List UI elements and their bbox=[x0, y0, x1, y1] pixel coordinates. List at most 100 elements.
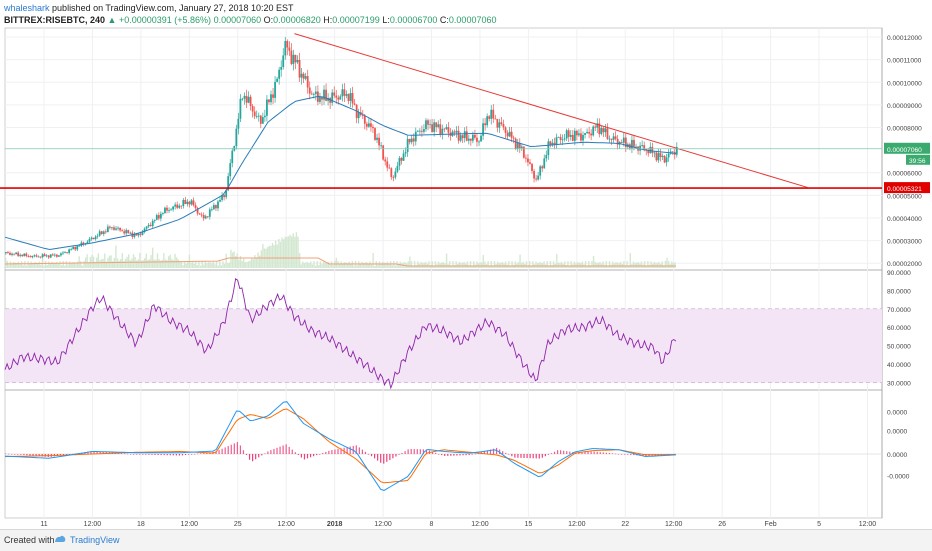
volume-bar bbox=[640, 261, 643, 268]
macd-histogram-bar bbox=[434, 452, 437, 454]
volume-bar bbox=[75, 263, 77, 268]
volume-bar bbox=[643, 261, 646, 268]
candle-body bbox=[343, 89, 346, 96]
macd-histogram-bar bbox=[358, 447, 360, 454]
candle-body bbox=[610, 138, 613, 140]
volume-bar bbox=[20, 261, 23, 268]
macd-histogram-bar bbox=[459, 454, 461, 456]
volume-bar bbox=[482, 255, 485, 268]
volume-bar bbox=[453, 265, 456, 268]
volume-bar bbox=[362, 262, 365, 268]
macd-histogram-bar bbox=[364, 451, 367, 454]
candle-body bbox=[43, 254, 46, 257]
volume-bar bbox=[24, 261, 26, 268]
volume-bar bbox=[546, 261, 548, 268]
chart-area[interactable]: 11 12:00 18 12:00 25 12:00 2018 12:00 8 12:00 15 12… bbox=[0, 0, 932, 530]
volume-bar bbox=[599, 261, 601, 268]
candle-body bbox=[486, 116, 489, 126]
candle-body bbox=[221, 195, 223, 200]
volume-bar bbox=[14, 262, 16, 268]
candle-body bbox=[590, 133, 593, 136]
candle-body bbox=[245, 95, 248, 103]
candle-body bbox=[559, 136, 562, 140]
volume-bar bbox=[220, 265, 223, 268]
candle-body bbox=[259, 115, 262, 124]
volume-bar bbox=[596, 262, 598, 268]
volume-bar bbox=[60, 265, 63, 268]
price-axis-label: 0.00011000 bbox=[887, 58, 922, 65]
candle-body bbox=[357, 112, 360, 119]
macd-histogram-bar bbox=[181, 454, 184, 456]
candle-body bbox=[237, 118, 240, 129]
candle-body bbox=[443, 128, 446, 130]
volume-bar bbox=[409, 256, 411, 268]
candle-body bbox=[543, 158, 546, 169]
volume-bar bbox=[207, 262, 210, 268]
candle-body bbox=[651, 146, 654, 154]
close-label: C: bbox=[439, 15, 449, 25]
price-axis-label: 0.00006000 bbox=[887, 171, 922, 178]
volume-bar bbox=[383, 262, 385, 268]
candle-body bbox=[386, 161, 389, 168]
volume-bar bbox=[161, 259, 163, 268]
volume-bar bbox=[417, 261, 419, 268]
macd-histogram-bar bbox=[136, 454, 138, 455]
macd-histogram-bar bbox=[62, 454, 65, 456]
volume-bar bbox=[413, 261, 416, 268]
volume-bar bbox=[52, 262, 55, 268]
volume-bar bbox=[132, 254, 135, 268]
time-axis-label: 12:00 bbox=[374, 521, 392, 528]
volume-bar bbox=[59, 261, 61, 268]
volume-bar bbox=[469, 261, 472, 268]
time-axis-label: 12:00 bbox=[84, 521, 102, 528]
candle-body bbox=[616, 138, 619, 145]
volume-bar bbox=[195, 261, 197, 268]
volume-bar bbox=[671, 261, 673, 268]
candle-body bbox=[157, 215, 160, 219]
candle-body bbox=[461, 135, 464, 139]
macd-histogram-bar bbox=[556, 450, 559, 454]
time-axis-label: Feb bbox=[765, 521, 777, 528]
macd-histogram-bar bbox=[319, 454, 321, 455]
volume-bar bbox=[108, 255, 111, 268]
volume-bar bbox=[350, 264, 352, 268]
candle-body bbox=[312, 94, 315, 95]
volume-bar bbox=[616, 262, 619, 268]
price-axis-label: 0.00005000 bbox=[887, 193, 922, 200]
volume-bar bbox=[306, 262, 309, 268]
candle-body bbox=[119, 227, 121, 231]
volume-bar bbox=[568, 265, 571, 268]
volume-bar bbox=[116, 258, 119, 268]
candle-body bbox=[384, 159, 387, 162]
candle-body bbox=[255, 116, 258, 117]
time-axis-label: 5 bbox=[817, 521, 821, 528]
volume-bar bbox=[22, 265, 24, 268]
symbol-name[interactable]: BITTREX:RISEBTC, 240 bbox=[4, 15, 106, 25]
candle-body bbox=[331, 92, 334, 103]
volume-bar bbox=[493, 261, 496, 268]
tradingview-brand-link[interactable]: TradingView bbox=[70, 535, 120, 545]
volume-bar bbox=[567, 261, 569, 268]
candle-body bbox=[104, 231, 107, 233]
volume-bar bbox=[532, 261, 534, 268]
macd-histogram-bar bbox=[331, 450, 333, 454]
volume-bar bbox=[519, 254, 521, 268]
volume-bar bbox=[391, 265, 393, 268]
candle-body bbox=[94, 236, 97, 240]
macd-histogram-bar bbox=[349, 446, 351, 454]
volume-bar bbox=[238, 259, 240, 268]
candle-body bbox=[321, 96, 323, 100]
volume-bar bbox=[303, 263, 306, 268]
candle-body bbox=[314, 91, 317, 95]
time-axis-label: 12:00 bbox=[859, 521, 877, 528]
current-price-label: 0.00007060 bbox=[887, 147, 922, 154]
macd-histogram-bar bbox=[630, 454, 632, 455]
candle-body bbox=[508, 131, 511, 137]
tradingview-logo-icon[interactable] bbox=[54, 534, 66, 544]
author-link[interactable]: whaleshark bbox=[4, 3, 50, 13]
candle-body bbox=[182, 199, 185, 207]
macd-histogram-bar bbox=[29, 454, 31, 456]
candle-body bbox=[476, 137, 478, 142]
time-axis-label: 12:00 bbox=[665, 521, 683, 528]
chart-header: whaleshark published on TradingView.com,… bbox=[4, 2, 496, 26]
